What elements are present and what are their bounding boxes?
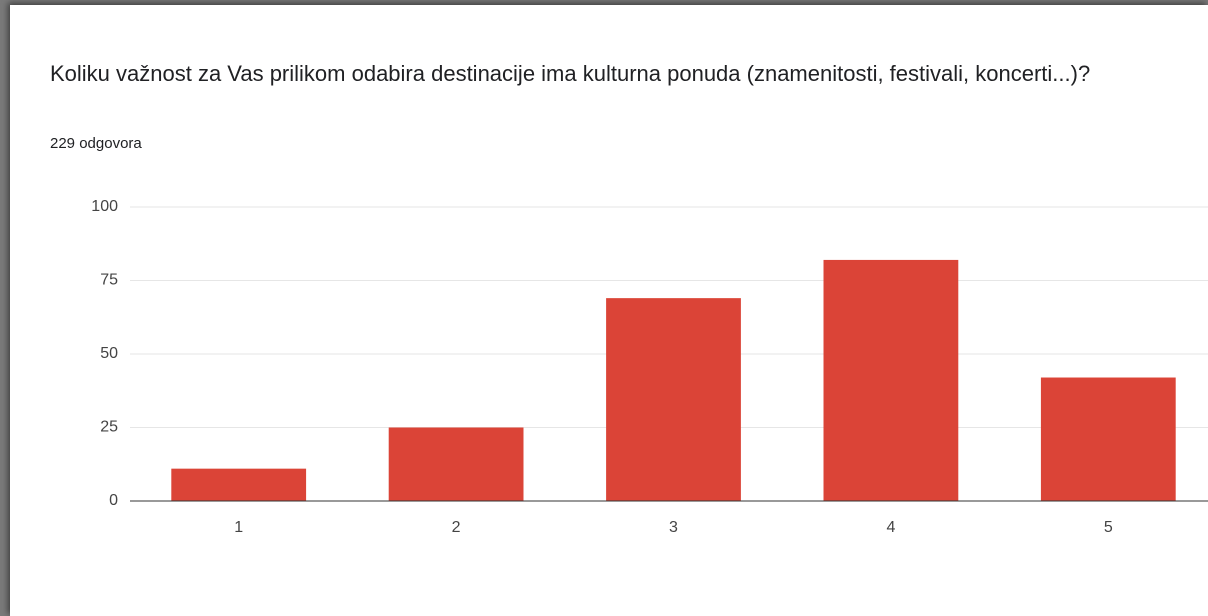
x-tick-label: 3 [669,519,678,536]
chart-card: Koliku važnost za Vas prilikom odabira d… [10,5,1208,616]
chart: 0 25 50 75 100 1 2 3 4 5 [91,198,1208,536]
bar [388,427,524,501]
x-tick-label: 4 [886,519,895,536]
x-tick-label: 1 [234,519,243,536]
y-tick-label: 100 [91,198,118,215]
y-tick-label: 25 [100,419,118,436]
bar [171,468,307,501]
y-tick-label: 50 [100,345,118,362]
x-tick-label: 5 [1104,519,1113,536]
y-tick-label: 0 [109,492,118,509]
bar [823,259,959,501]
bar [1040,377,1176,501]
x-tick-label: 2 [452,519,461,536]
response-count: 229 odgovora [50,135,142,152]
y-tick-label: 75 [100,272,118,289]
bar [606,298,741,501]
chart-title: Koliku važnost za Vas prilikom odabira d… [50,61,1091,86]
